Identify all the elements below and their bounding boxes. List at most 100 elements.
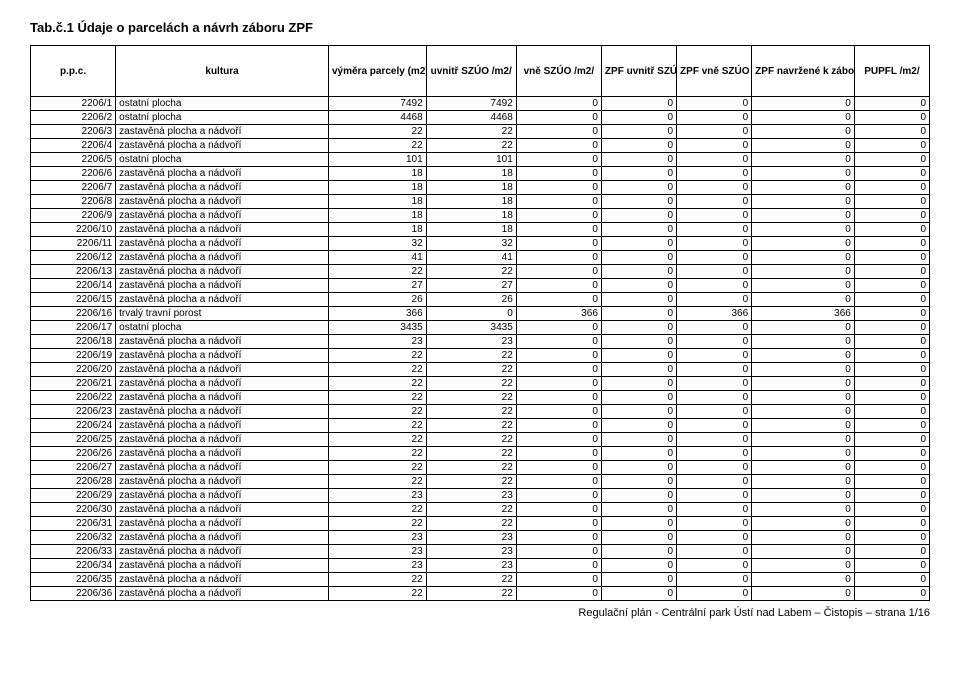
table-cell: 18 (328, 167, 426, 181)
table-cell: 22 (426, 349, 516, 363)
table-cell: 22 (328, 405, 426, 419)
table-cell: 0 (752, 251, 855, 265)
table-cell: 0 (854, 279, 929, 293)
table-cell: 22 (328, 503, 426, 517)
table-cell: 0 (601, 377, 676, 391)
table-header-row: p.p.c. kultura výměra parcely (m2) uvnit… (31, 46, 930, 97)
table-cell: 32 (328, 237, 426, 251)
table-row: 2206/13zastavěná plocha a nádvoří2222000… (31, 265, 930, 279)
table-cell: 0 (516, 251, 601, 265)
table-cell: 0 (677, 293, 752, 307)
table-cell: 22 (328, 265, 426, 279)
table-cell: zastavěná plocha a nádvoří (116, 433, 329, 447)
table-cell: 22 (328, 125, 426, 139)
table-row: 2206/23zastavěná plocha a nádvoří2222000… (31, 405, 930, 419)
table-cell: 0 (752, 405, 855, 419)
table-cell: 0 (854, 433, 929, 447)
table-row: 2206/3zastavěná plocha a nádvoří22220000… (31, 125, 930, 139)
table-cell: 0 (516, 335, 601, 349)
table-cell: 23 (426, 531, 516, 545)
table-cell: 22 (426, 503, 516, 517)
table-cell: 0 (854, 153, 929, 167)
table-cell: 2206/2 (31, 111, 116, 125)
col-header-zpf-navrzene: ZPF navržené k záboru celkem m2/: (752, 46, 855, 97)
table-cell: 23 (426, 335, 516, 349)
table-cell: 0 (677, 433, 752, 447)
table-cell: 0 (677, 363, 752, 377)
table-cell: 0 (854, 377, 929, 391)
table-cell: 0 (677, 335, 752, 349)
table-cell: 0 (601, 559, 676, 573)
table-row: 2206/4zastavěná plocha a nádvoří22220000… (31, 139, 930, 153)
table-cell: 0 (677, 503, 752, 517)
table-cell: trvalý travní porost (116, 307, 329, 321)
table-cell: 2206/18 (31, 335, 116, 349)
table-cell: 0 (601, 531, 676, 545)
table-cell: 18 (328, 209, 426, 223)
data-table: p.p.c. kultura výměra parcely (m2) uvnit… (30, 45, 930, 601)
table-cell: 41 (426, 251, 516, 265)
table-cell: 22 (328, 391, 426, 405)
table-row: 2206/21zastavěná plocha a nádvoří2222000… (31, 377, 930, 391)
table-cell: 23 (328, 489, 426, 503)
table-cell: 0 (752, 573, 855, 587)
table-cell: 0 (516, 293, 601, 307)
table-cell: 23 (328, 335, 426, 349)
table-cell: 0 (752, 391, 855, 405)
table-cell: 22 (328, 573, 426, 587)
table-cell: 26 (426, 293, 516, 307)
table-cell: 0 (854, 237, 929, 251)
table-cell: 4468 (426, 111, 516, 125)
table-cell: 0 (516, 503, 601, 517)
table-cell: zastavěná plocha a nádvoří (116, 125, 329, 139)
table-cell: 22 (426, 125, 516, 139)
page-footer: Regulační plán - Centrální park Ústí nad… (30, 607, 930, 619)
table-cell: 0 (677, 321, 752, 335)
table-cell: 0 (516, 181, 601, 195)
table-cell: 0 (516, 475, 601, 489)
table-cell: 0 (516, 349, 601, 363)
table-cell: 27 (328, 279, 426, 293)
table-cell: 0 (854, 349, 929, 363)
table-body: 2206/1ostatní plocha74927492000002206/2o… (31, 97, 930, 601)
table-cell: zastavěná plocha a nádvoří (116, 503, 329, 517)
table-row: 2206/9zastavěná plocha a nádvoří18180000… (31, 209, 930, 223)
table-cell: 0 (752, 181, 855, 195)
table-cell: 2206/36 (31, 587, 116, 601)
table-cell: 3435 (426, 321, 516, 335)
table-cell: 22 (426, 573, 516, 587)
table-cell: 101 (328, 153, 426, 167)
table-cell: 2206/11 (31, 237, 116, 251)
table-cell: 2206/26 (31, 447, 116, 461)
table-cell: 0 (677, 265, 752, 279)
table-cell: 0 (854, 265, 929, 279)
table-cell: 2206/4 (31, 139, 116, 153)
table-cell: 0 (516, 363, 601, 377)
table-cell: 0 (854, 587, 929, 601)
table-row: 2206/5ostatní plocha10110100000 (31, 153, 930, 167)
table-cell: 0 (601, 517, 676, 531)
table-cell: 2206/16 (31, 307, 116, 321)
table-cell: 22 (328, 349, 426, 363)
table-cell: 0 (516, 153, 601, 167)
table-cell: 0 (854, 447, 929, 461)
table-cell: 0 (752, 209, 855, 223)
table-row: 2206/2ostatní plocha4468446800000 (31, 111, 930, 125)
table-cell: 0 (854, 545, 929, 559)
table-cell: 0 (601, 447, 676, 461)
table-cell: zastavěná plocha a nádvoří (116, 391, 329, 405)
table-cell: 0 (854, 167, 929, 181)
table-cell: 0 (516, 587, 601, 601)
table-cell: 0 (752, 153, 855, 167)
table-cell: 22 (426, 419, 516, 433)
table-cell: ostatní plocha (116, 321, 329, 335)
table-cell: 2206/10 (31, 223, 116, 237)
table-row: 2206/25zastavěná plocha a nádvoří2222000… (31, 433, 930, 447)
table-cell: 0 (752, 349, 855, 363)
table-cell: 0 (752, 531, 855, 545)
table-cell: 0 (601, 461, 676, 475)
table-cell: zastavěná plocha a nádvoří (116, 363, 329, 377)
table-cell: 18 (426, 223, 516, 237)
table-cell: 2206/25 (31, 433, 116, 447)
table-cell: zastavěná plocha a nádvoří (116, 251, 329, 265)
